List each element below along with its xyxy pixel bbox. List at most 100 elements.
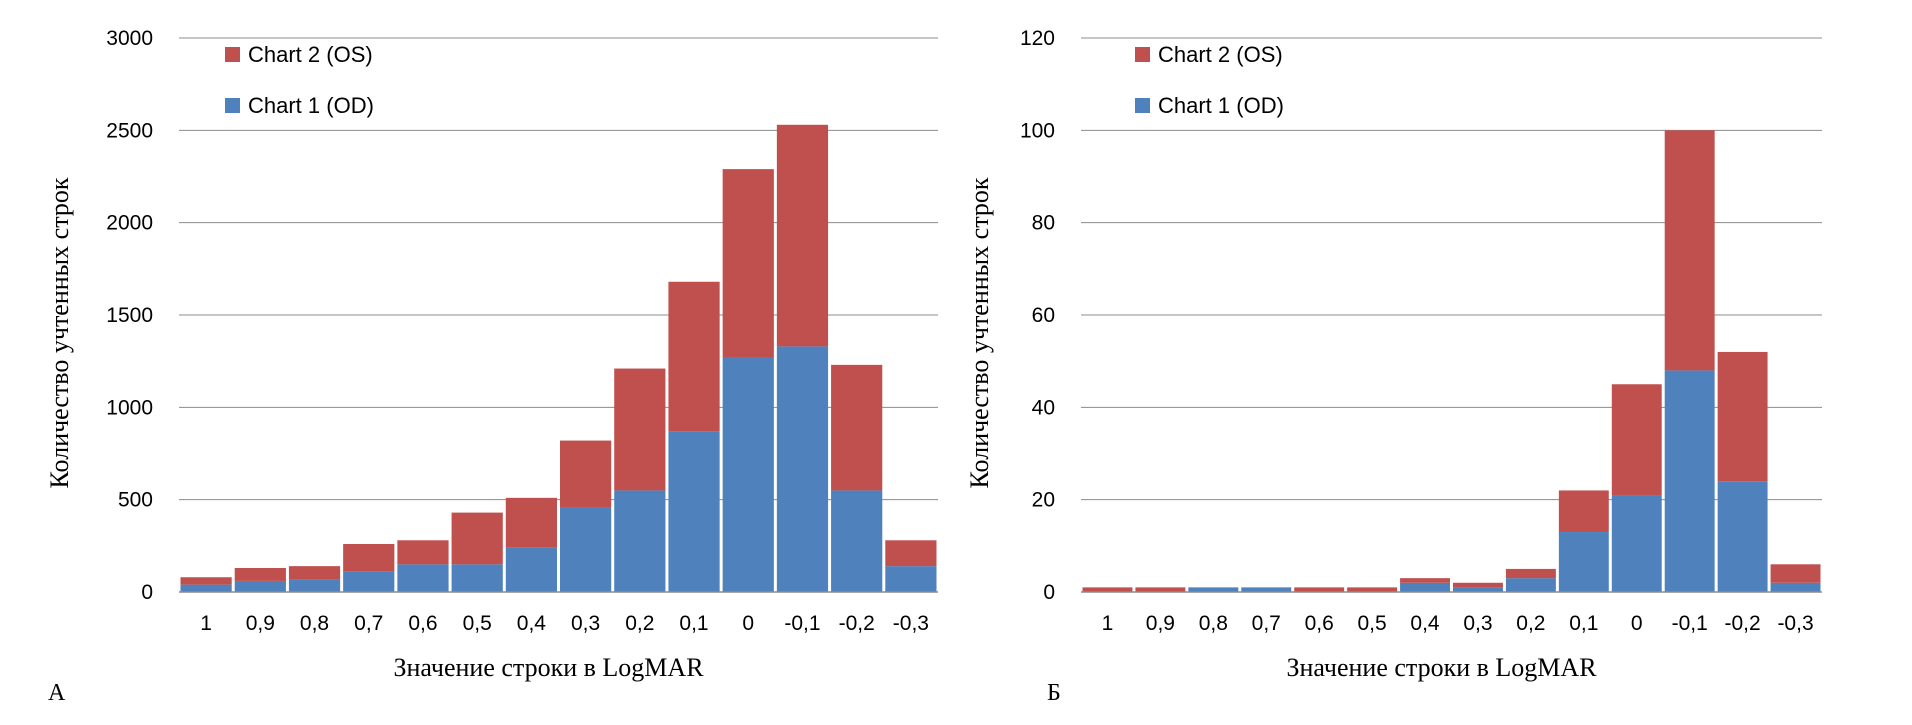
y-axis-title: Количество учтенных строк [45,177,74,488]
x-axis-title: Значение строки в LogMAR [1286,653,1597,682]
bar-segment [1664,370,1715,592]
y-tick-label: 1500 [106,304,153,327]
bar-segment [1135,587,1186,592]
bar-segment [505,547,557,592]
bar-segment [1400,582,1450,592]
bar-segment [885,540,937,567]
legend-label: Chart 2 (OS) [1158,42,1283,67]
y-axis-title: Количество учтенных строк [965,177,994,488]
x-tick-label: -0,1 [1672,612,1708,635]
bar-segment [614,490,666,592]
x-tick-label: 0,5 [1358,612,1387,635]
bar-segment [776,124,829,347]
bar-segment [234,580,286,592]
x-tick-label: 0,6 [1305,612,1334,635]
y-tick-label: 500 [118,489,153,512]
bar-segment [1347,587,1398,592]
y-tick-label: 1000 [106,396,153,419]
x-tick-label: 0,3 [1463,612,1492,635]
bar-segment [1453,587,1503,592]
x-axis-title: Значение строки в LogMAR [393,653,704,682]
bar-segment [180,584,232,592]
y-tick-label: 0 [1043,581,1055,604]
y-tick-label: 20 [1032,489,1055,512]
bar-segment [343,571,395,592]
bar-segment [397,540,449,565]
panel-label: А [48,680,66,706]
x-tick-label: 0,2 [1516,612,1545,635]
bar-segment [451,564,503,592]
x-tick-label: -0,2 [839,612,875,635]
bar-segment [776,346,829,592]
x-tick-label: 0,9 [246,612,275,635]
y-tick-label: 40 [1032,396,1055,419]
bar-segment [668,281,720,432]
bar-segment [560,440,612,508]
x-tick-label: -0,3 [893,612,929,635]
y-tick-label: 60 [1032,304,1055,327]
bar-segment [397,564,449,592]
x-tick-label: 0,8 [1199,612,1228,635]
bar-segment [1611,495,1662,592]
bar-segment [1505,578,1556,592]
y-tick-label: 3000 [106,27,153,50]
bar-segment [885,566,937,592]
legend-label: Chart 1 (OD) [1158,93,1284,118]
bar-segment [614,368,666,491]
x-tick-label: -0,1 [784,612,820,635]
x-tick-label: 0,5 [463,612,492,635]
bar-segment [180,577,232,585]
bar-segment [1453,582,1503,588]
legend-swatch [225,47,240,62]
x-tick-label: 0,4 [1410,612,1440,635]
bar-segment [505,497,557,548]
bar-segment [1294,587,1345,592]
bar-segment [343,543,395,572]
legend-swatch [1135,47,1150,62]
bar-segment [1770,582,1821,592]
bar-segment [1558,531,1609,592]
bar-segment [288,566,341,580]
bar-segment [1717,481,1768,592]
bar-segment [1717,351,1768,482]
bar-segment [560,507,612,592]
x-tick-label: 0,9 [1146,612,1175,635]
x-tick-label: 0 [742,612,754,635]
bar-segment [288,579,341,592]
x-tick-label: 0,4 [517,612,547,635]
x-tick-label: 0,6 [408,612,437,635]
bar-segment [831,490,883,592]
x-tick-label: 0,1 [679,612,708,635]
legend-swatch [1135,98,1150,113]
bar-segment [1082,587,1133,592]
panel-label: Б [1047,680,1061,706]
x-tick-label: 0,8 [300,612,329,635]
x-tick-label: 0,1 [1569,612,1598,635]
y-tick-label: 0 [141,581,153,604]
chart-panel-a: 0 500 1000 1500 2000 2500 3000 1 0,9 0,8 0,7 0,6 0,5… [45,27,938,706]
legend-swatch [225,98,240,113]
bar-segment [1770,564,1821,583]
bar-segment [722,169,774,358]
legend-label: Chart 2 (OS) [248,42,373,67]
x-tick-label: -0,3 [1777,612,1813,635]
x-tick-label: 0,7 [1252,612,1281,635]
chart-panel-b: 0 20 40 60 80 100 120 1 0,9 0,8 0,7 0,6 0,5 0,4 0,3 0,2… [965,27,1822,706]
y-tick-label: 2500 [106,119,153,142]
y-tick-label: 80 [1032,212,1055,235]
y-tick-label: 100 [1020,119,1055,142]
y-tick-label: 2000 [106,212,153,235]
x-tick-label: 0 [1631,612,1643,635]
bar-segment [1558,490,1609,532]
bar-segment [451,512,503,565]
x-tick-label: 1 [200,612,212,635]
x-tick-label: -0,2 [1725,612,1761,635]
x-tick-label: 1 [1102,612,1114,635]
bar-segment [668,431,720,592]
x-tick-label: 0,7 [354,612,383,635]
bar-segment [1505,568,1556,579]
bar-segment [831,364,883,491]
bar-segment [1400,578,1450,583]
x-tick-label: 0,3 [571,612,600,635]
